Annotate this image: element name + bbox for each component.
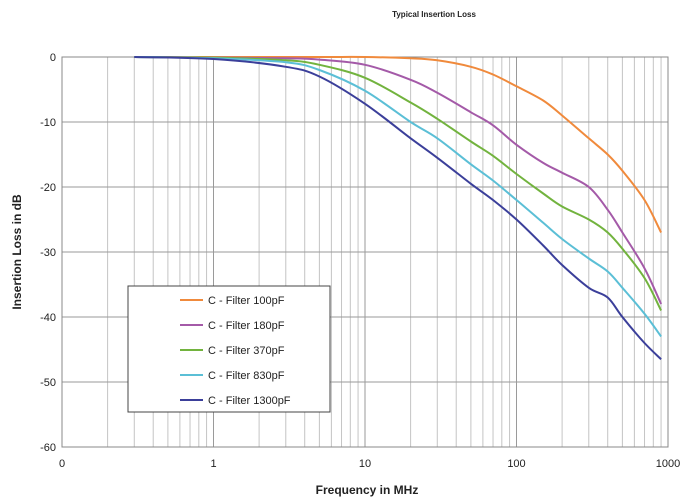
y-tick-label: -20 (40, 182, 56, 194)
legend-label: C - Filter 370pF (208, 345, 285, 357)
series-layer (134, 55, 663, 361)
chart-title: Typical Insertion Loss (392, 10, 476, 19)
series-line-5 (134, 56, 662, 361)
y-tick-label: -60 (40, 442, 56, 454)
legend-label: C - Filter 1300pF (208, 395, 291, 407)
legend-label: C - Filter 100pF (208, 295, 285, 307)
legend: C - Filter 100pF C - Filter 180pF C - Filt… (127, 285, 331, 413)
legend-label: C - Filter 180pF (208, 320, 285, 332)
tick-labels: 0 1 10 100 1000 0 -10 -20 -30 -40 -50 -60 (40, 52, 680, 470)
y-tick-label: 0 (50, 52, 56, 64)
series-line-4 (134, 56, 662, 338)
series-line-2 (134, 56, 663, 305)
y-tick-label: -10 (40, 117, 56, 129)
x-tick-label: 1 (210, 458, 216, 470)
legend-box (127, 285, 331, 413)
x-tick-label: 0 (59, 458, 65, 470)
y-axis-title: Insertion Loss in dB (10, 194, 24, 310)
grid (62, 56, 668, 448)
x-tick-label: 1000 (656, 458, 680, 470)
series-line-3 (134, 56, 662, 311)
y-tick-label: -40 (40, 312, 56, 324)
x-tick-label: 10 (359, 458, 371, 470)
x-axis-title: Frequency in MHz (316, 483, 419, 497)
x-tick-label: 100 (507, 458, 525, 470)
series-line-1 (134, 55, 662, 233)
y-tick-label: -30 (40, 247, 56, 259)
legend-label: C - Filter 830pF (208, 370, 285, 382)
y-tick-label: -50 (40, 377, 56, 389)
